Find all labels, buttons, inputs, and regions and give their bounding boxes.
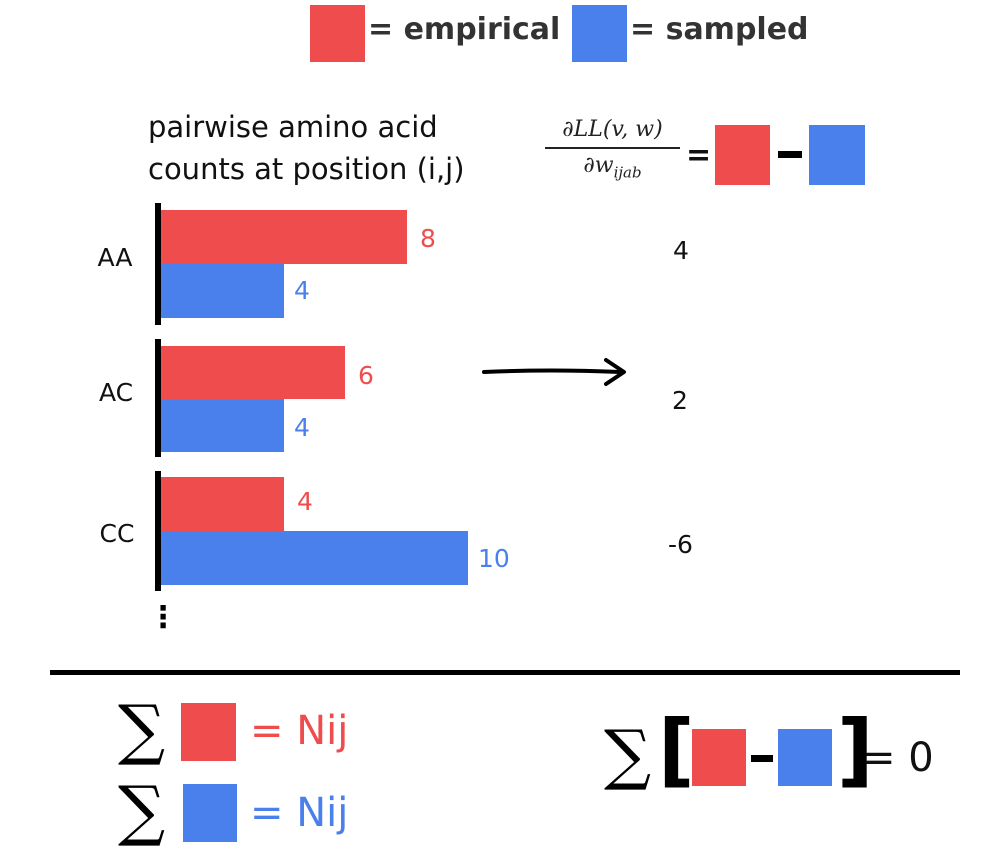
sum-difference-total: = 0 xyxy=(862,735,934,781)
fraction-rule xyxy=(545,147,680,149)
sum-sampled-sigma: ∑ xyxy=(118,772,166,849)
sum-sampled-total: = Nij xyxy=(250,790,349,836)
legend-sampled-label: = sampled xyxy=(630,12,809,47)
heading-line-1: pairwise amino acid xyxy=(148,110,438,144)
left-bracket: [ xyxy=(658,703,695,796)
sum-difference-empirical-swatch xyxy=(692,729,746,786)
section-divider xyxy=(50,670,960,675)
legend-empirical-label: = empirical xyxy=(368,12,561,47)
more-rows-ellipsis: ⋮ xyxy=(148,600,178,635)
sum-difference-sigma: ∑ xyxy=(604,716,652,793)
gradient-sampled-swatch xyxy=(809,125,865,185)
category-label-aa: AA xyxy=(97,243,133,272)
bar-cc-sampled xyxy=(161,531,468,585)
difference-cc: -6 xyxy=(668,530,693,559)
axis-line-ac xyxy=(155,339,161,457)
bar-ac-empirical-value: 6 xyxy=(358,361,374,390)
sum-difference-sampled-swatch xyxy=(778,729,832,786)
gradient-empirical-swatch xyxy=(715,125,770,185)
gradient-denominator: ∂wijab xyxy=(583,153,642,182)
sum-empirical-swatch xyxy=(181,703,236,761)
bar-ac-sampled xyxy=(161,399,284,452)
difference-aa: 4 xyxy=(673,236,689,265)
bar-aa-empirical-value: 8 xyxy=(420,224,436,253)
legend-empirical-swatch xyxy=(310,5,365,62)
sum-sampled-swatch xyxy=(183,784,237,842)
sum-empirical-sigma: ∑ xyxy=(118,691,166,768)
bar-ac-empirical xyxy=(161,346,345,399)
gradient-fraction: ∂LL(v, w) ∂wijab xyxy=(545,115,680,185)
right-bracket: ] xyxy=(837,703,874,796)
bar-aa-sampled xyxy=(161,264,284,318)
bar-ac-sampled-value: 4 xyxy=(294,413,310,442)
sum-difference-minus xyxy=(751,755,773,762)
axis-line-aa xyxy=(155,203,161,325)
bar-aa-empirical xyxy=(161,210,407,264)
sum-empirical-total: = Nij xyxy=(250,708,349,754)
bar-aa-sampled-value: 4 xyxy=(294,276,310,305)
heading-line-2: counts at position (i,j) xyxy=(148,152,465,186)
axis-line-cc xyxy=(155,471,161,591)
gradient-numerator: ∂LL(v, w) xyxy=(562,117,663,142)
gradient-minus xyxy=(778,151,802,158)
category-label-cc: CC xyxy=(99,519,135,548)
category-label-ac: AC xyxy=(98,378,134,407)
bar-cc-empirical-value: 4 xyxy=(297,487,313,516)
difference-ac: 2 xyxy=(672,386,688,415)
bar-cc-sampled-value: 10 xyxy=(478,544,510,573)
right-arrow-icon xyxy=(482,358,626,386)
legend-sampled-swatch xyxy=(572,5,627,62)
bar-cc-empirical xyxy=(161,477,284,531)
gradient-equals: = xyxy=(686,138,712,173)
